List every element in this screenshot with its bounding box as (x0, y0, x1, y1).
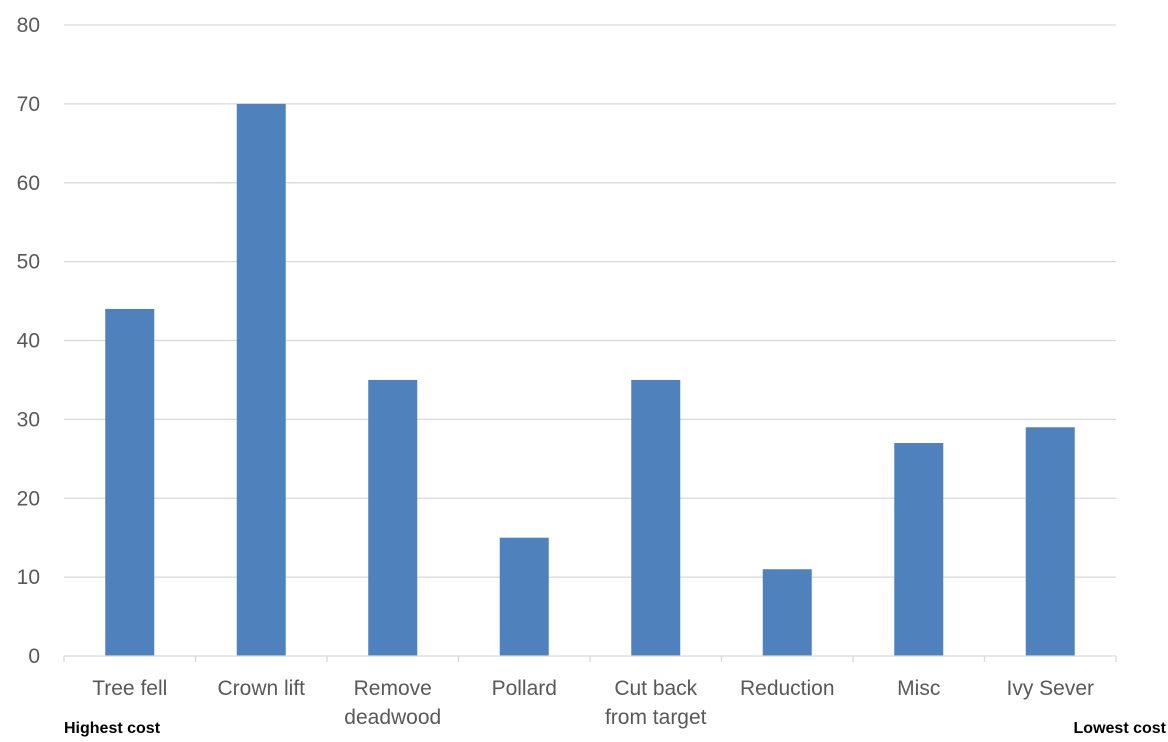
x-tick-label: Tree fell (92, 677, 167, 700)
x-tick-label: Ivy Sever (1006, 677, 1094, 700)
gridlines (64, 25, 1116, 577)
y-axis-ticks: 0 10 20 30 40 50 60 70 80 (17, 14, 40, 668)
x-tick-label: Reduction (740, 677, 835, 700)
lowest-cost-annotation: Lowest cost (1074, 720, 1166, 738)
x-tick-label: Cut back from target (605, 677, 707, 729)
bar (237, 104, 286, 656)
bar (105, 309, 154, 656)
highest-cost-annotation: Highest cost (64, 720, 160, 738)
y-tick-label: 60 (17, 172, 40, 195)
bar (631, 380, 680, 656)
y-tick-label: 20 (17, 487, 40, 510)
x-axis-ticks: Tree fell Crown lift Remove deadwood Pollard… (92, 677, 1094, 729)
x-tick-label: Pollard (492, 677, 557, 700)
bar (763, 569, 812, 656)
y-tick-label: 30 (17, 408, 40, 431)
y-tick-label: 10 (17, 566, 40, 589)
bar (894, 443, 943, 656)
x-tick-label: Crown lift (217, 677, 305, 700)
bar (368, 380, 417, 656)
x-axis (64, 656, 1116, 662)
x-tick-label: Misc (897, 677, 940, 700)
y-tick-label: 80 (17, 14, 40, 37)
y-tick-label: 70 (17, 93, 40, 116)
y-tick-label: 0 (28, 645, 40, 668)
y-tick-label: 50 (17, 251, 40, 274)
bar (500, 538, 549, 656)
bar (1026, 427, 1075, 656)
y-tick-label: 40 (17, 330, 40, 353)
bars (105, 104, 1075, 656)
x-tick-label: Remove deadwood (344, 677, 441, 729)
